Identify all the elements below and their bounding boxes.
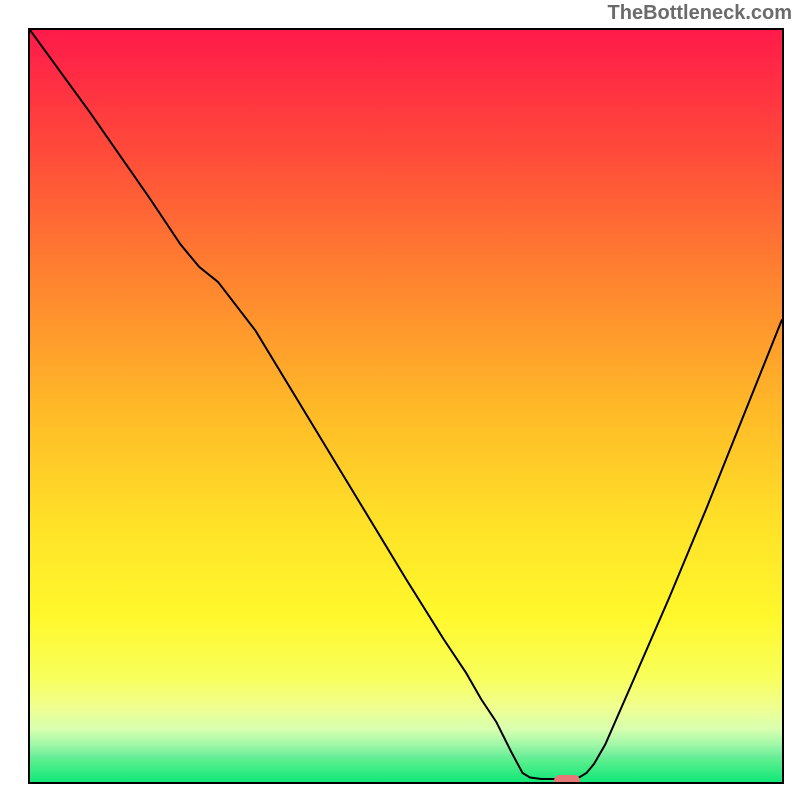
bottleneck-chart [28, 28, 784, 784]
bottleneck-curve [30, 30, 782, 782]
curve-path [30, 30, 782, 779]
watermark: TheBottleneck.com [608, 2, 792, 25]
optimal-marker [554, 775, 580, 784]
